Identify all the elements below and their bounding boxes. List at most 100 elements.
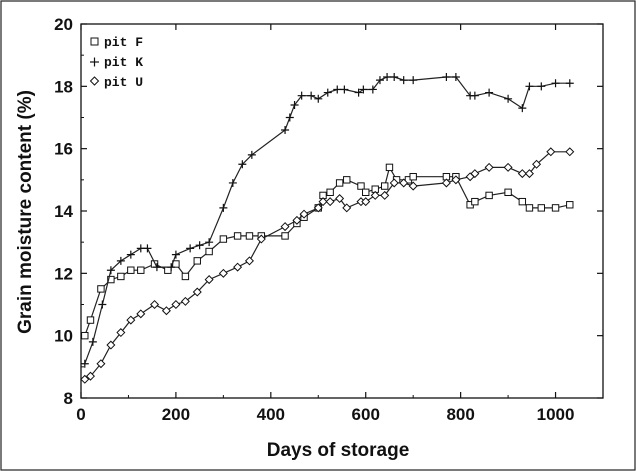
data-point-pit-k: [152, 263, 161, 272]
data-point-pit-u: [389, 178, 399, 188]
series-line-pit-k: [84, 76, 570, 364]
data-point-pit-k: [451, 72, 460, 81]
data-point-pit-u: [256, 234, 266, 244]
x-axis-title: Days of storage: [267, 440, 410, 461]
data-point-pit-k: [285, 113, 294, 122]
data-point-pit-f: [326, 188, 334, 197]
data-point-pit-u: [192, 287, 202, 297]
data-point-pit-k: [195, 241, 204, 250]
x-tick-label: 0: [76, 405, 85, 424]
data-point-pit-k: [98, 300, 107, 309]
data-point-pit-u: [370, 190, 380, 200]
x-tick-label: 800: [446, 405, 474, 424]
data-point-pit-f: [117, 272, 125, 281]
data-point-pit-f: [537, 204, 546, 212]
data-point-pit-u: [361, 197, 371, 207]
y-tick-label: 12: [54, 264, 73, 283]
data-point-pit-k: [537, 82, 546, 91]
data-point-pit-f: [343, 176, 351, 184]
x-tick-label: 1000: [537, 405, 575, 424]
y-axis-title: Grain moisture content (%): [15, 90, 36, 334]
legend-marker-pit-u: [89, 76, 100, 86]
data-point-pit-k: [525, 82, 534, 91]
data-point-pit-u: [292, 215, 302, 225]
data-point-pit-f: [504, 188, 512, 197]
data-point-pit-k: [228, 178, 237, 187]
data-point-pit-f: [471, 197, 479, 206]
legend-label-pit-f: pit F: [104, 35, 143, 50]
data-point-pit-u: [96, 359, 106, 369]
legend-label-pit-k: pit K: [104, 55, 143, 70]
data-point-pit-k: [205, 238, 214, 247]
data-point-pit-u: [451, 175, 461, 185]
data-point-pit-u: [441, 178, 451, 188]
data-point-pit-k: [307, 91, 316, 100]
x-axis-ticks: 0 200 400 600 800 1000: [76, 24, 574, 424]
data-point-pit-k: [565, 79, 574, 88]
data-point-pit-u: [126, 315, 136, 325]
data-point-pit-f: [566, 201, 574, 209]
data-point-pit-k: [314, 94, 323, 103]
data-point-pit-k: [359, 85, 368, 94]
data-point-pit-f: [335, 179, 344, 187]
data-point-pit-u: [524, 169, 534, 179]
data-point-pit-u: [106, 340, 116, 350]
data-point-pit-k: [186, 244, 195, 253]
data-point-pit-u: [161, 306, 171, 316]
data-point-pit-f: [193, 257, 201, 265]
legend-marker-pit-f: [90, 37, 99, 46]
data-point-pit-f: [245, 232, 254, 240]
data-point-pit-u: [342, 203, 352, 213]
x-tick-label: 200: [162, 405, 190, 424]
data-point-pit-k: [247, 150, 256, 159]
data-point-pit-u: [325, 197, 335, 207]
data-point-pit-k: [80, 359, 89, 368]
data-point-pit-k: [126, 250, 135, 259]
data-point-pit-k: [116, 256, 125, 265]
y-tick-label: 10: [54, 327, 73, 346]
data-point-pit-f: [127, 266, 135, 274]
data-point-pit-u: [532, 159, 542, 169]
data-point-pit-f: [107, 275, 115, 284]
data-point-pit-u: [204, 275, 214, 285]
data-point-pit-f: [485, 191, 493, 200]
data-point-pit-k: [485, 88, 494, 97]
data-point-pit-k: [167, 263, 176, 272]
data-point-pit-f: [137, 266, 145, 274]
data-point-pit-u: [313, 203, 323, 213]
y-tick-label: 20: [54, 15, 73, 34]
data-point-pit-k: [375, 76, 384, 85]
data-point-pit-u: [136, 309, 146, 319]
data-point-pit-f: [233, 232, 242, 240]
data-point-pit-f: [551, 204, 560, 212]
data-point-pit-f: [81, 331, 89, 340]
data-point-pit-u: [503, 162, 513, 172]
data-point-pit-f: [181, 272, 190, 281]
data-point-pit-k: [504, 94, 513, 103]
data-point-pit-k: [442, 72, 451, 81]
data-point-pit-u: [546, 147, 556, 157]
plot-frame: [80, 23, 604, 399]
data-point-pit-k: [518, 104, 527, 113]
series-layer: [80, 72, 575, 384]
data-point-pit-k: [297, 91, 306, 100]
data-point-pit-f: [97, 285, 105, 293]
data-point-pit-u: [85, 371, 95, 381]
data-point-pit-u: [399, 178, 409, 188]
legend: pit F pit K pit U: [89, 35, 143, 90]
data-point-pit-k: [368, 85, 377, 94]
data-point-pit-f: [164, 266, 172, 274]
data-point-pit-k: [390, 72, 399, 81]
y-tick-label: 8: [64, 389, 73, 408]
data-point-pit-f: [362, 188, 370, 197]
data-point-pit-u: [116, 328, 126, 338]
data-point-pit-f: [219, 235, 228, 243]
x-tick-label: 400: [257, 405, 285, 424]
data-point-pit-k: [171, 250, 180, 259]
data-point-pit-u: [565, 147, 575, 157]
data-point-pit-u: [280, 222, 290, 232]
data-point-pit-u: [335, 194, 345, 204]
x-tick-label: 600: [352, 405, 380, 424]
